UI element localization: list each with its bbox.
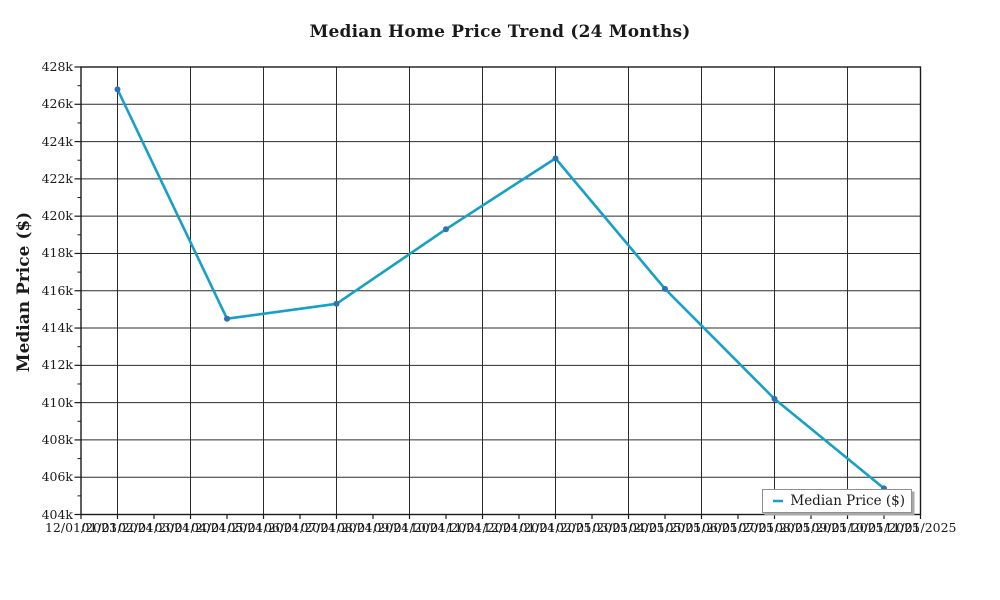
y-tick-label: 406k <box>41 469 73 485</box>
x-tick-label: 06/01/2024 <box>263 519 337 535</box>
x-tick-label: 10/01/2025 <box>847 519 921 535</box>
x-tick-label: 10/01/2024 <box>409 519 483 535</box>
y-tick-label: 404k <box>41 506 73 522</box>
x-tick-label: 08/01/2024 <box>336 519 410 535</box>
y-tick-label: 408k <box>41 431 73 447</box>
price-trend-line <box>116 88 886 490</box>
y-tick-label: 428k <box>41 59 73 74</box>
plot-frame <box>80 66 922 516</box>
chart-title: Median Home Price Trend (24 Months) <box>309 22 691 42</box>
x-tick-label: 11/01/2025 <box>884 519 957 535</box>
data-point-marker <box>224 315 230 322</box>
x-tick-label: 07/01/2024 <box>300 519 373 535</box>
data-point-marker <box>114 86 121 93</box>
data-point-marker <box>333 300 340 307</box>
y-tick-label: 412k <box>41 357 73 373</box>
x-tick-label: 09/01/2025 <box>811 519 884 535</box>
y-tick-label: 410k <box>41 394 73 410</box>
x-tick-label: 05/01/2024 <box>227 519 300 535</box>
x-tick-label: 09/01/2024 <box>373 519 446 535</box>
data-point-marker <box>443 226 449 233</box>
y-tick-label: 414k <box>41 320 73 336</box>
y-tick-label: 418k <box>41 245 73 261</box>
x-tick-label: 11/01/2024 <box>446 519 519 535</box>
x-tick-label: 04/01/2025 <box>628 519 702 535</box>
y-tick-label: 426k <box>41 96 73 112</box>
x-tick-label: 03/01/2025 <box>592 519 665 535</box>
data-point-marker <box>552 155 559 162</box>
y-tick-label: 424k <box>41 133 73 149</box>
x-tick-label: 02/01/2025 <box>555 519 629 535</box>
x-tick-label: 07/01/2025 <box>738 519 811 535</box>
x-tick-label: 02/01/2024 <box>117 519 191 535</box>
data-point-marker <box>771 395 778 402</box>
y-tick-label: 422k <box>41 170 73 186</box>
x-tick-label: 03/01/2024 <box>154 519 227 535</box>
legend-label: Median Price ($) <box>790 493 905 509</box>
x-tick-label: 04/01/2024 <box>190 519 264 535</box>
x-tick-label: 01/01/2024 <box>81 519 154 535</box>
legend-line-sample <box>773 499 784 503</box>
y-tick-label: 416k <box>41 282 73 298</box>
x-tick-label: 12/01/2024 <box>482 519 556 535</box>
data-point-marker <box>662 285 668 292</box>
y-tick-label: 420k <box>41 208 73 224</box>
x-tick-label: 05/01/2025 <box>665 519 738 535</box>
x-tick-label: 12/01/2023 <box>44 519 118 535</box>
x-tick-label: 01/01/2025 <box>519 519 592 535</box>
x-tick-label: 08/01/2025 <box>774 519 848 535</box>
legend: Median Price ($) <box>762 489 912 513</box>
x-tick-label: 06/01/2025 <box>701 519 775 535</box>
